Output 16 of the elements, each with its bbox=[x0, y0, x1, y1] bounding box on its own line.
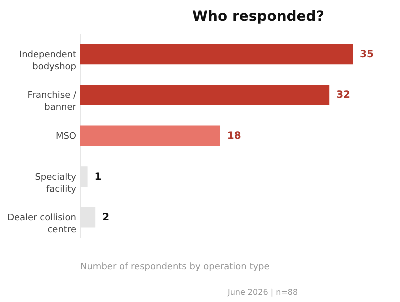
y-tick-label: Franchise / banner bbox=[28, 91, 78, 114]
y-tick-label: Dealer collision centre bbox=[8, 214, 77, 236]
x-axis-title: Number of respondents by operation type bbox=[80, 262, 270, 272]
chart-title: Who responded? bbox=[192, 9, 324, 25]
text: June 2026 | n=88 bbox=[226, 288, 298, 297]
data-label: 18 bbox=[227, 131, 242, 142]
bar bbox=[80, 44, 353, 65]
bar bbox=[80, 85, 330, 106]
bar bbox=[80, 126, 220, 146]
y-tick-label: Specialty facility bbox=[35, 172, 78, 195]
data-label: 32 bbox=[336, 90, 351, 102]
data-label: 1 bbox=[94, 172, 102, 183]
data-label: 35 bbox=[360, 49, 374, 60]
y-tick-label: Independent bodyshop bbox=[19, 50, 77, 72]
data-label: 2 bbox=[102, 212, 110, 224]
y-tick-label: MSO bbox=[56, 132, 76, 142]
